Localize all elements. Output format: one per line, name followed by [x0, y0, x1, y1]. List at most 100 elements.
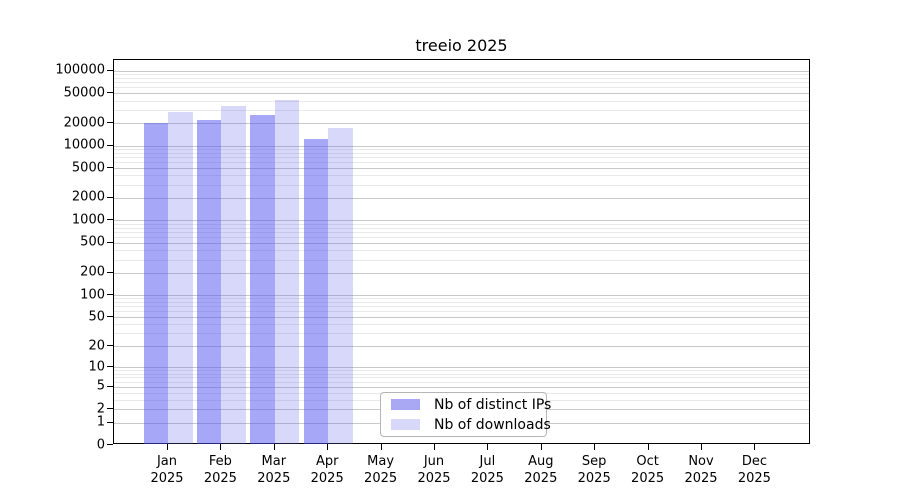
- year-label: 2025: [470, 471, 504, 486]
- x-tick-mark: [327, 444, 329, 450]
- y-tick-mark: [107, 92, 113, 94]
- month-label: May: [367, 454, 395, 469]
- month-label: Mar: [261, 454, 287, 469]
- month-label: Dec: [741, 454, 767, 469]
- x-tick-mark: [754, 444, 756, 450]
- minor-gridline: [114, 311, 809, 313]
- minor-gridline: [114, 152, 809, 154]
- y-tick-label: 200: [80, 264, 105, 280]
- year-label: 2025: [203, 471, 237, 486]
- y-tick-label: 2000: [71, 189, 105, 205]
- y-tick-mark: [107, 345, 113, 346]
- minor-gridline: [114, 162, 809, 164]
- y-tick-mark: [107, 408, 113, 410]
- x-tick-mark: [594, 444, 596, 450]
- minor-gridline: [114, 381, 809, 383]
- major-gridline: [114, 70, 809, 72]
- legend-swatch-icon: [391, 419, 420, 430]
- x-tick-mark: [220, 444, 222, 450]
- x-tick-label-feb: Feb 2025: [204, 453, 237, 487]
- y-tick-label: 1000: [71, 212, 105, 228]
- minor-gridline: [114, 370, 809, 372]
- y-tick-label: 5000: [71, 160, 105, 176]
- x-tick-mark: [540, 444, 542, 450]
- x-tick-mark: [273, 444, 275, 450]
- minor-gridline: [114, 237, 809, 238]
- minor-gridline: [114, 232, 809, 233]
- minor-gridline: [114, 100, 809, 102]
- x-tick-mark: [167, 444, 168, 450]
- y-tick-label: 50000: [63, 85, 105, 101]
- x-tick-mark: [434, 444, 435, 450]
- month-label: Jun: [423, 454, 445, 469]
- y-tick-label: 50: [88, 309, 105, 325]
- minor-gridline: [114, 377, 809, 379]
- minor-gridline: [114, 250, 809, 252]
- month-label: Aug: [528, 454, 554, 469]
- x-tick-label-dec: Dec 2025: [738, 453, 771, 487]
- major-gridline: [114, 346, 809, 347]
- minor-gridline: [114, 149, 809, 150]
- x-tick-label-jun: Jun 2025: [417, 453, 450, 487]
- y-tick-label: 1: [96, 414, 105, 430]
- year-label: 2025: [257, 471, 291, 486]
- x-tick-label-may: May 2025: [364, 453, 397, 487]
- month-label: Jul: [479, 454, 496, 469]
- x-tick-label-nov: Nov 2025: [684, 453, 717, 487]
- minor-gridline: [114, 157, 809, 159]
- major-gridline: [114, 145, 809, 147]
- minor-gridline: [114, 298, 809, 300]
- y-tick-mark: [107, 144, 113, 146]
- minor-gridline: [114, 109, 809, 111]
- x-tick-mark: [647, 444, 649, 450]
- bar-downloads-mar: [274, 100, 300, 444]
- year-label: 2025: [631, 471, 665, 486]
- major-gridline: [114, 386, 809, 388]
- year-label: 2025: [150, 471, 184, 486]
- minor-gridline: [114, 333, 809, 335]
- y-tick-mark: [107, 167, 113, 169]
- minor-gridline: [114, 87, 809, 89]
- x-tick-label-mar: Mar 2025: [257, 453, 290, 487]
- major-gridline: [114, 123, 809, 124]
- month-label: Jan: [156, 454, 178, 469]
- year-label: 2025: [524, 471, 558, 486]
- x-tick-label-jul: Jul 2025: [471, 453, 504, 487]
- chart-legend: Nb of distinct IPs Nb of downloads: [380, 392, 551, 437]
- bar-distinct-ips-apr: [303, 139, 329, 444]
- month-label: Feb: [208, 454, 232, 469]
- y-tick-mark: [107, 421, 113, 423]
- y-tick-mark: [107, 196, 113, 198]
- legend-item: Nb of downloads: [391, 417, 551, 433]
- major-gridline: [114, 220, 809, 222]
- y-tick-mark: [107, 122, 113, 123]
- major-gridline: [114, 295, 809, 296]
- minor-gridline: [114, 302, 809, 304]
- minor-gridline: [114, 259, 809, 261]
- legend-label: Nb of downloads: [434, 416, 551, 433]
- legend-swatch-icon: [391, 399, 420, 410]
- x-tick-mark: [701, 444, 702, 450]
- legend-label: Nb of distinct IPs: [434, 396, 552, 413]
- minor-gridline: [114, 223, 809, 225]
- year-label: 2025: [364, 471, 398, 486]
- major-gridline: [114, 272, 809, 274]
- legend-item: Nb of distinct IPs: [391, 397, 551, 413]
- y-tick-mark: [107, 69, 113, 71]
- y-tick-label: 100000: [55, 62, 105, 78]
- x-tick-label-oct: Oct 2025: [631, 453, 664, 487]
- major-gridline: [114, 197, 809, 199]
- minor-gridline: [114, 175, 809, 177]
- x-tick-label-sep: Sep 2025: [578, 453, 611, 487]
- minor-gridline: [114, 74, 809, 76]
- minor-gridline: [114, 78, 809, 79]
- y-tick-label: 0: [96, 437, 105, 452]
- major-gridline: [114, 168, 809, 170]
- year-label: 2025: [577, 471, 611, 486]
- month-label: Oct: [636, 454, 659, 469]
- y-tick-mark: [107, 271, 113, 273]
- minor-gridline: [114, 227, 809, 229]
- y-tick-label: 500: [80, 234, 105, 250]
- y-tick-label: 10000: [63, 137, 105, 153]
